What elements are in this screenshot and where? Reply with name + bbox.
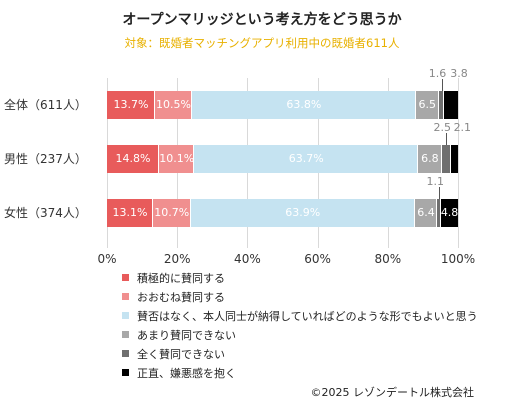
legend-item: おおむね賛同する: [122, 287, 478, 306]
legend-label: 正直、嫌悪感を抱く: [137, 366, 236, 380]
bar-segment: [152, 199, 191, 227]
legend-swatch: [122, 331, 129, 338]
legend-item: あまり賛同できない: [122, 325, 478, 344]
data-label: 63.7%: [288, 152, 324, 165]
x-tick-label: 0%: [97, 252, 117, 266]
legend-swatch: [122, 293, 129, 300]
data-label-leader: [442, 79, 443, 91]
chart-legend: 積極的に賛同する おおむね賛同する賛否はなく、本人同士が納得していればどのような形…: [122, 268, 478, 382]
bar-segment: [417, 145, 442, 173]
bar-segment: [414, 199, 438, 227]
data-label-leader: [446, 133, 447, 145]
data-label: 63.8%: [286, 98, 322, 111]
bar-segment: [190, 199, 415, 227]
legend-swatch: [122, 350, 129, 357]
legend-label: 賛否はなく、本人同士が納得していればどのような形でもよいと思う: [137, 309, 478, 323]
bar-segment: [194, 145, 418, 173]
data-label: 3.8: [450, 67, 468, 80]
legend-item: 全く賛同できない: [122, 344, 478, 363]
data-label: 1.6: [428, 67, 447, 80]
data-label: 2.5: [433, 121, 451, 134]
legend-item: 賛否はなく、本人同士が納得していればどのような形でもよいと思う: [122, 306, 478, 325]
x-tick-label: 100%: [440, 252, 476, 266]
category-label: 女性（374人）: [4, 206, 87, 220]
data-label: 10.5%: [156, 98, 191, 111]
bar-segment: [415, 91, 439, 119]
bar-segment: [438, 91, 445, 119]
legend-label: 積極的に賛同する: [137, 271, 225, 285]
data-label: 4.8: [440, 206, 459, 219]
x-tick-label: 20%: [163, 252, 191, 266]
legend-swatch: [122, 312, 129, 319]
legend-label: おおむね賛同する: [137, 290, 225, 304]
x-tick-label: 80%: [374, 252, 402, 266]
legend-item: 積極的に賛同する: [122, 268, 478, 287]
data-label: 6.8: [421, 152, 439, 165]
bar-segment: [155, 91, 192, 119]
x-tick-label: 60%: [304, 252, 331, 266]
legend-swatch: [122, 369, 129, 376]
bar-segment: [444, 91, 458, 119]
chart-title: オープンマリッジという考え方をどう思うか: [122, 12, 402, 28]
bar-segment: [441, 199, 458, 227]
data-label: 63.9%: [285, 206, 321, 219]
data-label: 6.5: [418, 98, 437, 111]
bar-segment: [107, 199, 153, 227]
data-label: 13.7%: [113, 98, 149, 111]
category-label: 全体（611人）: [4, 98, 87, 112]
data-label-leader: [439, 187, 440, 199]
data-label: 6.4: [417, 206, 435, 219]
legend-swatch: [122, 274, 129, 281]
bar-segment: [450, 145, 458, 173]
copyright-text: ©2025 レゾンデートル株式会社: [310, 386, 475, 399]
bar-segment: [158, 145, 195, 173]
bar-segment: [441, 145, 451, 173]
category-label: 男性（237人）: [4, 152, 87, 166]
data-label: 13.1%: [112, 206, 148, 219]
data-label: 1.1: [426, 175, 444, 188]
data-label: 14.8%: [115, 152, 151, 165]
legend-label: 全く賛同できない: [137, 347, 225, 361]
bar-segment: [191, 91, 416, 119]
x-gridline: [458, 78, 459, 248]
data-label: 10.1%: [159, 152, 195, 165]
bar-segment: [107, 145, 159, 173]
legend-item: 正直、嫌悪感を抱く: [122, 363, 478, 382]
x-tick-label: 40%: [234, 252, 261, 266]
bar-segment: [107, 91, 156, 119]
chart-subtitle: 対象：既婚者マッチングアプリ利用中の既婚者611人: [124, 36, 400, 50]
data-label: 2.1: [453, 121, 472, 134]
data-label: 10.7%: [154, 206, 190, 219]
legend-label: あまり賛同できない: [137, 328, 236, 342]
bar-segment: [437, 199, 442, 227]
